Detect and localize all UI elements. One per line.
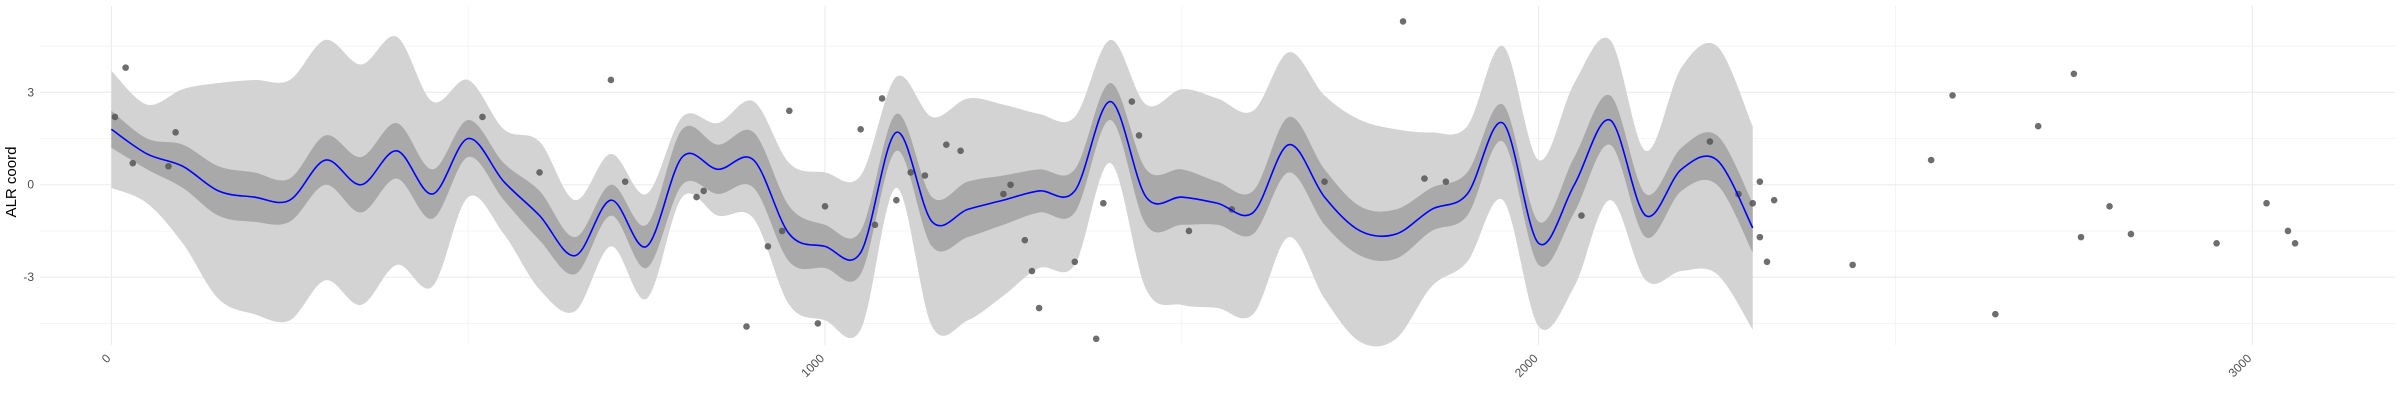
observed-points [111,18,2299,343]
posterior-mean-line [110,100,1754,261]
observed-point [1442,178,1450,185]
observed-point [1949,92,1956,99]
observed-point [2077,233,2085,241]
observed-point [2127,230,2135,238]
observed-point [1770,196,1778,204]
observed-point [957,147,964,155]
observed-point [1071,258,1079,266]
observed-point [111,113,119,121]
observed-point [743,323,750,330]
outer-band-area [111,36,1753,347]
observed-point [2213,240,2220,247]
inner-band-area [111,83,1753,282]
observed-point [1927,156,1935,164]
observed-point [2263,199,2270,207]
y-tick-label: -3 [23,270,34,284]
observed-point [621,178,629,185]
observed-point [1749,199,1757,207]
observed-point [786,107,793,115]
observed-point [122,64,129,71]
observed-point [700,187,707,195]
observed-point [1035,304,1043,312]
observed-point [693,193,700,201]
x-tick-label: 2000 [1512,351,1541,380]
observed-point [1100,199,1107,207]
observed-point [1756,178,1764,185]
observed-point [907,169,914,176]
y-tick-label: 3 [27,85,34,99]
observed-point [2070,70,2078,78]
observed-point [857,125,864,133]
inner-credible-band [111,83,1753,282]
observed-point [536,169,543,176]
observed-point [1028,267,1036,275]
observed-point [1021,236,1029,244]
observed-point [1763,258,1771,266]
observed-point [2034,122,2042,130]
observed-point [1992,310,1999,318]
observed-point [1135,132,1143,139]
x-tick-label: 0 [99,351,114,366]
observed-point [1578,212,1585,219]
observed-point [1756,233,1764,241]
x-tick-label: 1000 [798,351,827,380]
observed-point [165,162,172,170]
observed-point [1092,335,1100,343]
observed-point [1007,181,1014,189]
observed-point [821,203,829,210]
posterior-mean-line-group [110,100,1754,261]
observed-point [1128,98,1136,105]
observed-point [943,141,950,148]
y-tick-label: 0 [27,178,34,192]
observed-point [607,76,615,84]
observed-point [1185,227,1193,235]
observed-point [129,159,137,167]
observed-point [893,196,900,204]
observed-point [878,95,886,102]
observed-point [1000,190,1007,198]
observed-point [1321,178,1328,185]
observed-point [1399,18,1407,25]
observed-point [1706,138,1714,145]
observed-point [1421,175,1428,182]
y-axis-title: ALR coord [3,147,20,218]
observed-point [871,221,879,229]
outer-credible-band [111,36,1753,347]
observed-point [172,129,179,136]
observed-point [778,227,786,235]
observed-point [2284,227,2292,235]
observed-point [2291,240,2299,247]
observed-point [1849,261,1856,269]
x-tick-label: 3000 [2226,351,2255,380]
observed-point [764,243,772,250]
observed-point [814,320,822,327]
observed-point [2106,203,2113,210]
observed-point [479,113,486,121]
observed-point [921,172,929,179]
